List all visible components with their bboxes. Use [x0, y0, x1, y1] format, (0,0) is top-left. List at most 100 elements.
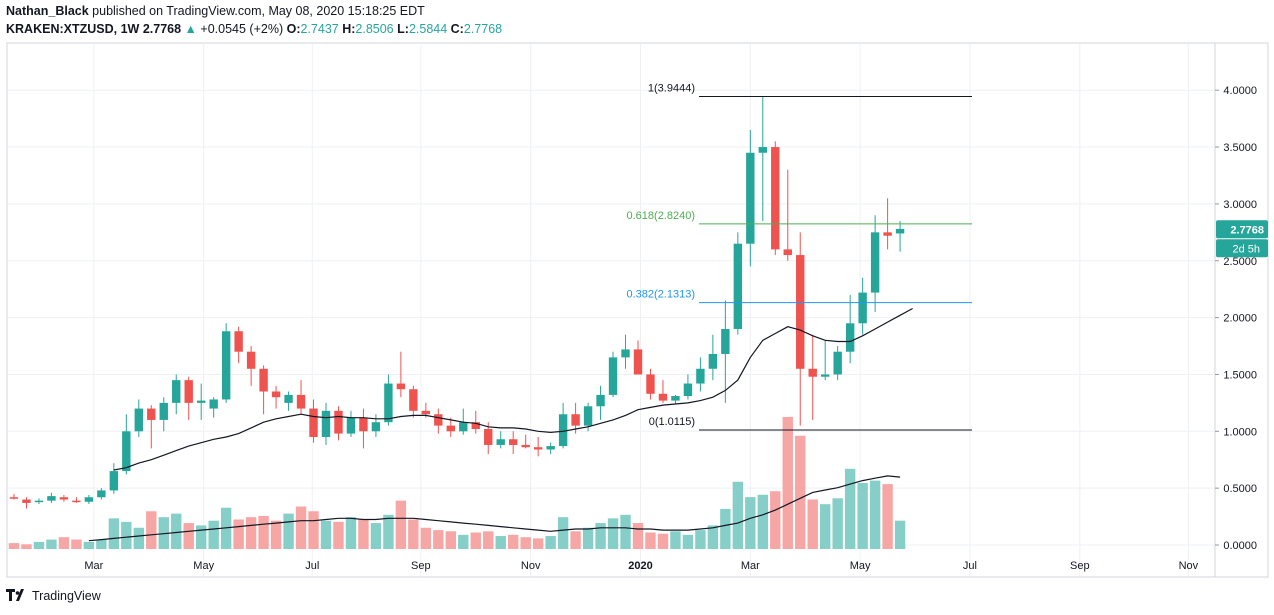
- open-label: O:: [286, 22, 301, 36]
- candle-body[interactable]: [733, 243, 743, 329]
- candle-body[interactable]: [209, 399, 218, 409]
- candle-body[interactable]: [821, 374, 830, 377]
- candle-body[interactable]: [122, 431, 131, 472]
- candle-body[interactable]: [34, 500, 44, 503]
- candle-body[interactable]: [234, 331, 243, 352]
- candle-body[interactable]: [608, 357, 618, 395]
- candle-body[interactable]: [134, 408, 143, 432]
- candle-body[interactable]: [858, 292, 867, 324]
- candle-body[interactable]: [346, 417, 356, 434]
- volume-bar: [682, 534, 694, 549]
- volume-ma-line: [88, 475, 901, 542]
- volume-bar: [520, 537, 531, 549]
- candle-body[interactable]: [771, 147, 780, 250]
- candle-body[interactable]: [296, 394, 306, 409]
- candle-body[interactable]: [596, 394, 605, 407]
- candle-body[interactable]: [808, 368, 817, 377]
- candle-body[interactable]: [683, 383, 693, 397]
- candle-body[interactable]: [47, 496, 56, 501]
- candle-body[interactable]: [221, 331, 231, 400]
- volume-bar: [158, 517, 169, 549]
- candle-body[interactable]: [833, 351, 842, 375]
- candle-body[interactable]: [409, 389, 418, 411]
- candle-body[interactable]: [633, 349, 643, 375]
- y-tick-label: 0.5000: [1223, 483, 1257, 495]
- candle-body[interactable]: [22, 499, 31, 503]
- volume-bar: [420, 527, 432, 549]
- candle-body[interactable]: [746, 152, 755, 244]
- candle-body[interactable]: [646, 374, 655, 394]
- candle-body[interactable]: [271, 391, 281, 398]
- publish-info: published on TradingView.com, May 08, 20…: [92, 4, 425, 18]
- candle-body[interactable]: [259, 368, 268, 392]
- candle-body[interactable]: [484, 429, 493, 445]
- candle-body[interactable]: [621, 349, 630, 358]
- volume-bar: [670, 531, 681, 549]
- candle-body[interactable]: [471, 422, 480, 430]
- price-change: +0.0545 (+2%): [200, 22, 284, 36]
- volume-bar: [258, 515, 269, 549]
- candle-body[interactable]: [558, 414, 568, 447]
- candle-body[interactable]: [496, 439, 505, 445]
- candle-body[interactable]: [533, 447, 543, 450]
- candle-body[interactable]: [9, 497, 19, 499]
- footer: TradingView: [6, 589, 101, 603]
- candle-body[interactable]: [796, 255, 805, 369]
- volume-bar: [171, 513, 182, 549]
- author-name[interactable]: Nathan_Black: [6, 4, 89, 18]
- candle-body[interactable]: [396, 383, 406, 390]
- candle-body[interactable]: [583, 406, 593, 426]
- candle-body[interactable]: [546, 446, 555, 450]
- candle-body[interactable]: [571, 414, 580, 426]
- candle-body[interactable]: [147, 408, 156, 420]
- candle-body[interactable]: [758, 147, 767, 153]
- volume-bar: [408, 519, 419, 549]
- candle-body[interactable]: [184, 380, 193, 403]
- price-axis[interactable]: [1214, 42, 1269, 578]
- candle-body[interactable]: [172, 380, 181, 403]
- x-tick-label: Jul: [963, 560, 977, 572]
- candle-body[interactable]: [72, 500, 81, 503]
- candle-body[interactable]: [870, 232, 880, 293]
- candle-body[interactable]: [509, 439, 518, 445]
- candle-body[interactable]: [696, 368, 705, 384]
- candle-body[interactable]: [309, 408, 318, 437]
- y-tick-label: 4.0000: [1223, 85, 1257, 97]
- candle-body[interactable]: [521, 444, 530, 448]
- tradingview-brand[interactable]: TradingView: [32, 589, 101, 603]
- volume-bar: [96, 539, 107, 549]
- candle-body[interactable]: [284, 394, 293, 403]
- candle-body[interactable]: [97, 490, 106, 498]
- candle-body[interactable]: [895, 228, 905, 234]
- candle-body[interactable]: [721, 328, 730, 354]
- candle-body[interactable]: [708, 353, 718, 369]
- candle-body[interactable]: [845, 323, 855, 352]
- volume-bar: [732, 481, 744, 549]
- candle-body[interactable]: [421, 410, 431, 415]
- volume-bar: [557, 517, 569, 549]
- candle-body[interactable]: [159, 402, 168, 420]
- candle-body[interactable]: [783, 249, 792, 256]
- candle-body[interactable]: [84, 497, 94, 502]
- candle-body[interactable]: [109, 471, 119, 491]
- candle-body[interactable]: [334, 410, 343, 434]
- symbol-line: KRAKEN:XTZUSD, 1W 2.7768 ▲ +0.0545 (+2%)…: [6, 22, 502, 36]
- candle-body[interactable]: [384, 383, 393, 423]
- candle-body[interactable]: [321, 410, 331, 437]
- volume-bar: [782, 416, 793, 549]
- candle-body[interactable]: [658, 393, 668, 401]
- candle-body[interactable]: [59, 497, 69, 500]
- candle-body[interactable]: [359, 417, 368, 432]
- candle-body[interactable]: [197, 400, 206, 403]
- candle-body[interactable]: [459, 422, 468, 432]
- volume-bar: [320, 520, 332, 549]
- plot-area[interactable]: [6, 42, 1216, 578]
- candle-body[interactable]: [671, 396, 680, 401]
- candle-body[interactable]: [446, 425, 455, 432]
- candle-body[interactable]: [434, 414, 443, 426]
- candle-body[interactable]: [883, 232, 892, 236]
- candle-body[interactable]: [246, 351, 256, 369]
- candle-body[interactable]: [371, 422, 381, 432]
- volume-bar: [146, 511, 157, 549]
